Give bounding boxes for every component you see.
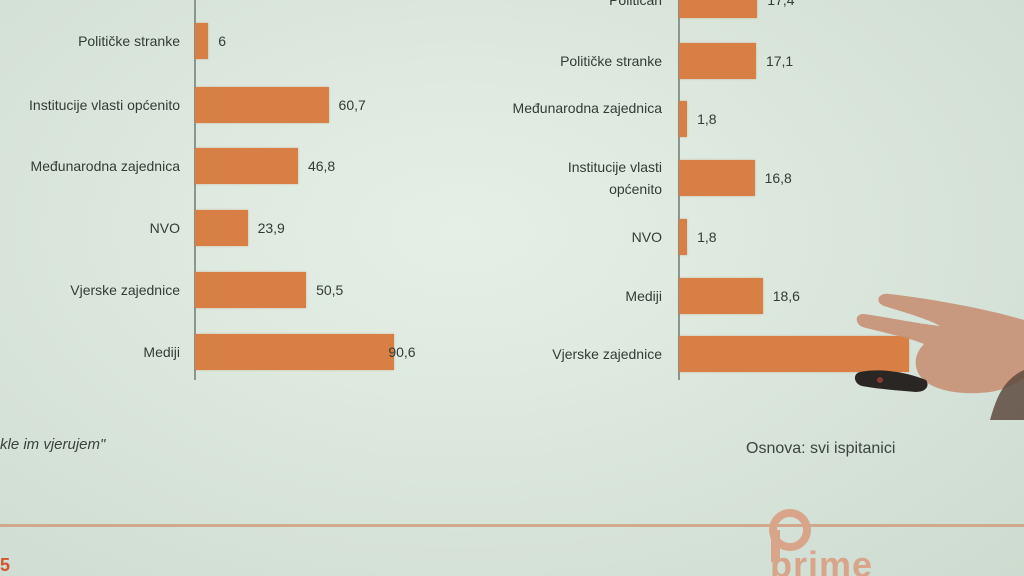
value-label: 90,6: [388, 344, 416, 360]
value-label: 17,1: [765, 53, 794, 69]
category-label: Političke stranke: [560, 53, 662, 69]
prime-logo-mark-icon: [769, 509, 811, 562]
category-label: Institucije vlasti općenito: [567, 159, 662, 197]
bar: [195, 334, 395, 370]
category-label: Vjerske zajednice: [552, 346, 662, 362]
bar: [679, 336, 909, 372]
category-label: Međunarodna zajednica: [512, 100, 662, 116]
category-label: NVO: [631, 229, 662, 245]
value-label: 60,7: [338, 97, 366, 113]
category-label: Međunarodna zajednica: [30, 158, 180, 174]
footer-divider: [0, 524, 1024, 527]
bar: [679, 219, 688, 255]
category-label: NVO: [149, 220, 180, 236]
category-label: Institucije vlasti općenito: [29, 97, 180, 113]
category-label: Mediji: [625, 288, 662, 304]
presenter-hand-with-clicker: [854, 293, 1024, 420]
bar: [195, 210, 248, 246]
category-label: Mediji: [143, 344, 180, 360]
bar: [195, 272, 307, 308]
prime-logo: prime: [760, 500, 940, 576]
bar: [195, 23, 209, 59]
bar: [679, 101, 688, 137]
category-label: Vjerske zajednice: [70, 282, 180, 298]
base-note: Osnova: svi ispitanici: [746, 440, 896, 457]
bar: [679, 278, 763, 314]
value-label: 1,8: [697, 111, 717, 127]
value-label: 1,8: [697, 229, 717, 245]
value-label: 16,8: [764, 170, 792, 186]
bar: [679, 160, 755, 196]
value-label: 50,5: [316, 282, 344, 298]
category-label: Političari: [609, 0, 662, 8]
bar: [679, 0, 758, 18]
value-label: 18,6: [772, 288, 800, 304]
bar: [195, 87, 329, 123]
left-chart-axis: [194, 0, 196, 380]
bar: [679, 43, 756, 79]
value-label: 23,9: [257, 220, 285, 236]
value-label: 46,8: [307, 158, 336, 174]
value-label: 6: [218, 33, 226, 49]
value-label: 17,4: [767, 0, 795, 8]
prime-logo-word: prime: [770, 544, 874, 576]
slide-number: 5: [0, 555, 10, 575]
left-footnote: kle im vjerujem": [0, 436, 106, 453]
bar: [195, 148, 298, 184]
category-label: Političke stranke: [78, 33, 180, 49]
